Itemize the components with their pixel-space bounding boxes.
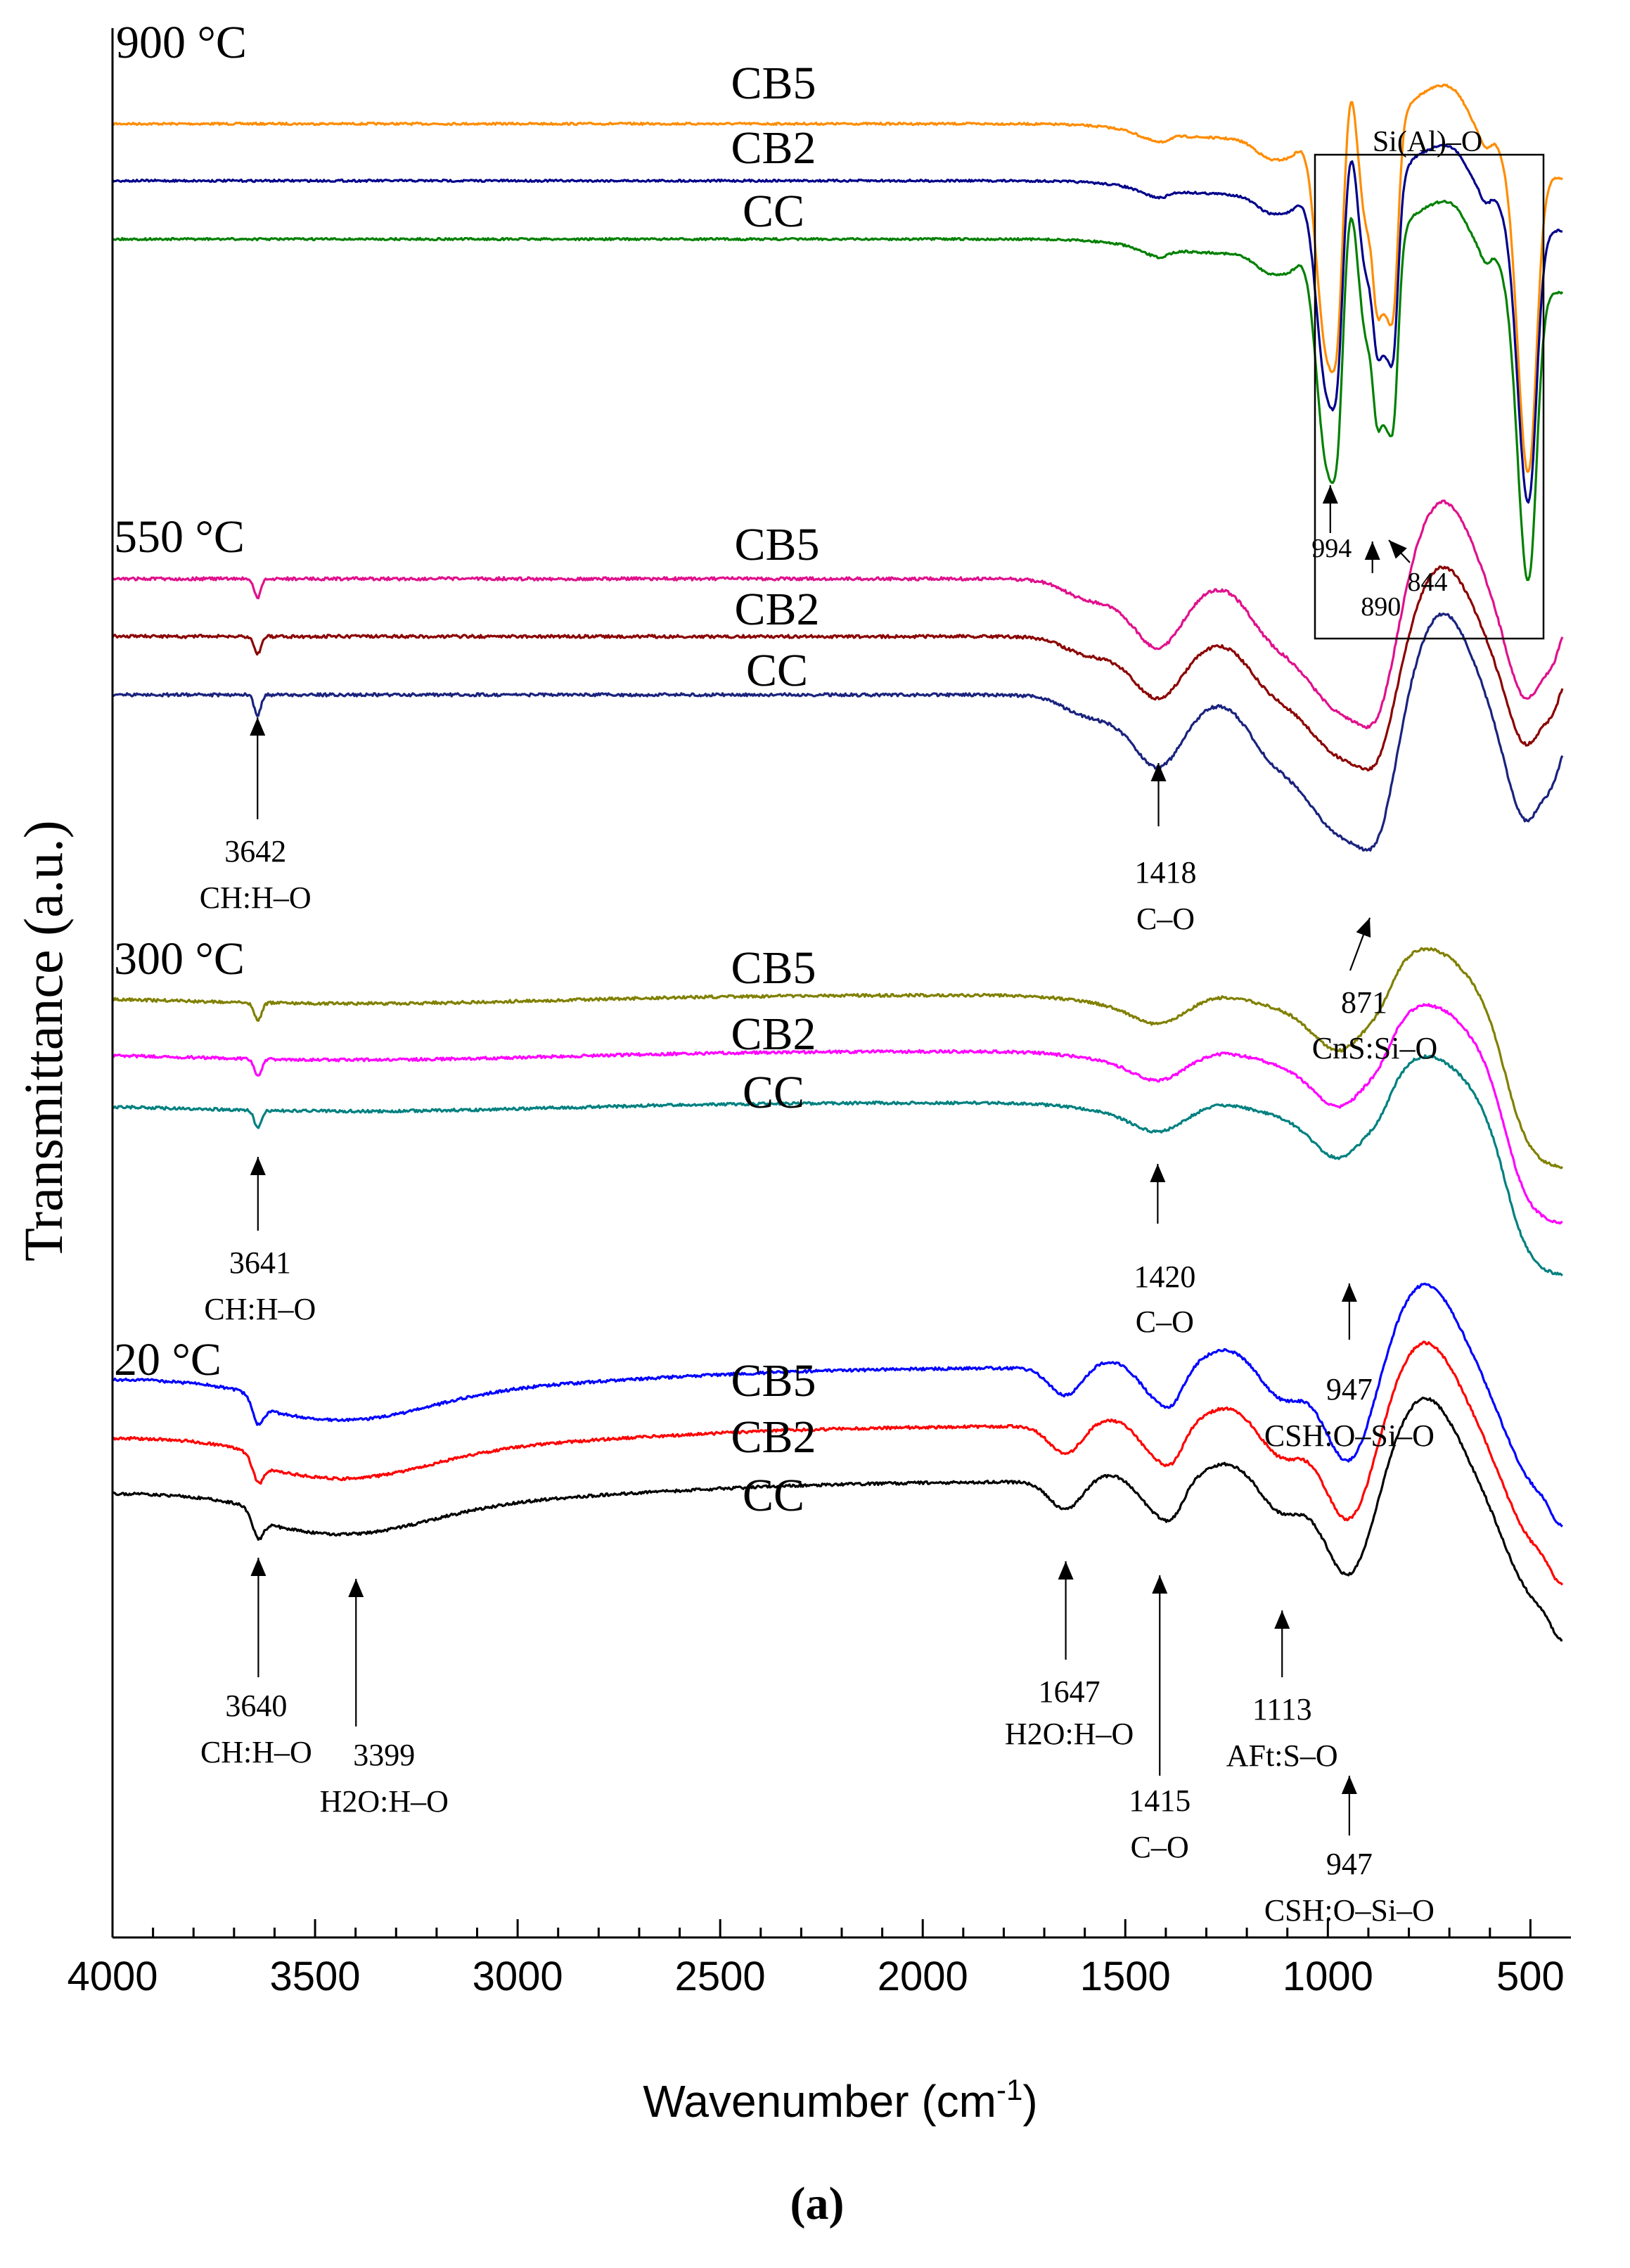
series-label-cb2: CB2	[731, 1008, 816, 1060]
peak-label-947: CSH:O–Si–O	[1264, 1893, 1435, 1928]
x-tick-label: 2000	[878, 1954, 968, 1999]
si-al-o-box	[1314, 153, 1545, 640]
peak-value-3642: 3642	[224, 834, 286, 869]
peak-arrow-3641-head	[250, 1157, 266, 1175]
peak-arrow-1113-head	[1274, 1610, 1290, 1629]
peak-arrow-1418-head	[1150, 763, 1167, 781]
x-tick-label: 4000	[67, 1954, 158, 1999]
series-line-300c-cc	[112, 1054, 1563, 1276]
series-line-20c-cb5	[112, 1282, 1563, 1527]
axes	[111, 28, 1571, 1939]
panel-temperature-label: 900 °C	[116, 17, 247, 68]
peak-arrows	[250, 485, 1411, 1835]
peak-value-1647: 1647	[1039, 1674, 1100, 1709]
peak-value-947: 947	[1326, 1372, 1373, 1407]
series-label-cc: CC	[743, 1470, 804, 1521]
series-label-cb2: CB2	[731, 1411, 816, 1463]
series-line-550c-cb2	[111, 565, 1564, 771]
series-label-cb5: CB5	[731, 942, 816, 994]
peak-value-3640: 3640	[225, 1689, 287, 1723]
series-label-cc: CC	[746, 645, 808, 696]
series-line-300c-cb2	[111, 1003, 1563, 1225]
peak-arrow-1647-head	[1058, 1561, 1074, 1580]
y-axis-title: Transmittance (a.u.)	[13, 820, 74, 1261]
peak-arrow-1415-head	[1152, 1575, 1168, 1594]
peak-label-3640: CH:H–O	[200, 1735, 312, 1769]
peak-value-3399: 3399	[353, 1738, 415, 1772]
peak-label-3641: CH:H–O	[204, 1292, 316, 1326]
peak-label-3642: CH:H–O	[200, 880, 312, 915]
peak-arrow-3642-head	[250, 717, 266, 736]
series-line-900c-cb5	[111, 83, 1563, 473]
peak-value-890: 890	[1361, 592, 1401, 622]
peak-label-1113: AFt:S–O	[1226, 1738, 1338, 1773]
subfigure-label: (a)	[790, 2178, 845, 2229]
peak-arrow-3399-head	[348, 1579, 364, 1597]
panel-temperature-label: 300 °C	[114, 933, 245, 985]
peak-arrow-844-head	[1389, 540, 1407, 559]
series-line-550c-cb5	[112, 499, 1564, 730]
peak-label-1418: C–O	[1136, 902, 1195, 936]
series-line-300c-cb5	[111, 947, 1564, 1170]
peak-arrow-1420-head	[1150, 1164, 1166, 1182]
series-label-cb2: CB2	[731, 122, 816, 174]
peak-value-1418: 1418	[1135, 855, 1197, 890]
x-tick-label: 500	[1496, 1954, 1565, 1999]
peak-value-1113: 1113	[1252, 1692, 1312, 1726]
si-al-o-box-label: Si(Al)–O	[1373, 126, 1482, 158]
peak-value-1415: 1415	[1129, 1783, 1191, 1818]
peak-arrow-3640-head	[250, 1558, 267, 1576]
series-label-cb2: CB2	[734, 584, 819, 635]
peak-arrow-994-head	[1322, 485, 1338, 504]
peak-label-871: CnS:Si–O	[1312, 1031, 1438, 1065]
x-axis-title: Wavenumber (cm-1)	[643, 2073, 1037, 2127]
series-label-cb5: CB5	[734, 519, 819, 570]
series-line-900c-cc	[112, 199, 1564, 582]
series-line-20c-cc	[112, 1397, 1562, 1642]
peak-value-947: 947	[1326, 1847, 1373, 1881]
x-tick-label: 3000	[473, 1954, 563, 1999]
peak-value-871: 871	[1341, 985, 1387, 1020]
panel-temperature-label: 550 °C	[114, 511, 245, 563]
series-label-cb5: CB5	[731, 1355, 816, 1407]
x-tick-label: 3500	[270, 1954, 361, 1999]
text-labels: 4000 3500 3000 2500 2000 1500 1000 500 Wavenumbe…	[13, 17, 1565, 2229]
peak-arrow-871-head	[1356, 918, 1371, 938]
x-tick-label: 1500	[1080, 1954, 1171, 1999]
series-line-900c-cb2	[111, 143, 1563, 504]
peak-arrow-947-head	[1341, 1283, 1357, 1302]
series-line-20c-cb2	[112, 1340, 1564, 1586]
series-label-cc: CC	[743, 186, 804, 237]
peak-arrow-947-head	[1341, 1776, 1357, 1794]
x-tick-label: 2500	[675, 1954, 766, 1999]
peak-arrow-890-head	[1364, 542, 1380, 560]
peak-label-1647: H2O:H–O	[1005, 1717, 1134, 1751]
series-label-cc: CC	[743, 1067, 804, 1118]
panel-temperature-label: 20 °C	[114, 1334, 222, 1385]
peak-value-844: 844	[1408, 568, 1448, 597]
peak-label-1420: C–O	[1136, 1305, 1194, 1339]
peak-label-3399: H2O:H–O	[320, 1784, 449, 1819]
series-line-550c-cc	[112, 612, 1564, 852]
spectra-curves	[111, 83, 1564, 1642]
series-label-cb5: CB5	[731, 58, 816, 109]
peak-value-1420: 1420	[1134, 1260, 1195, 1294]
x-tick-label: 1000	[1283, 1954, 1373, 1999]
peak-label-1415: C–O	[1131, 1830, 1189, 1864]
peak-value-994: 994	[1311, 534, 1352, 563]
peak-label-947: CSH:O–Si–O	[1264, 1418, 1435, 1453]
peak-value-3641: 3641	[229, 1245, 291, 1280]
